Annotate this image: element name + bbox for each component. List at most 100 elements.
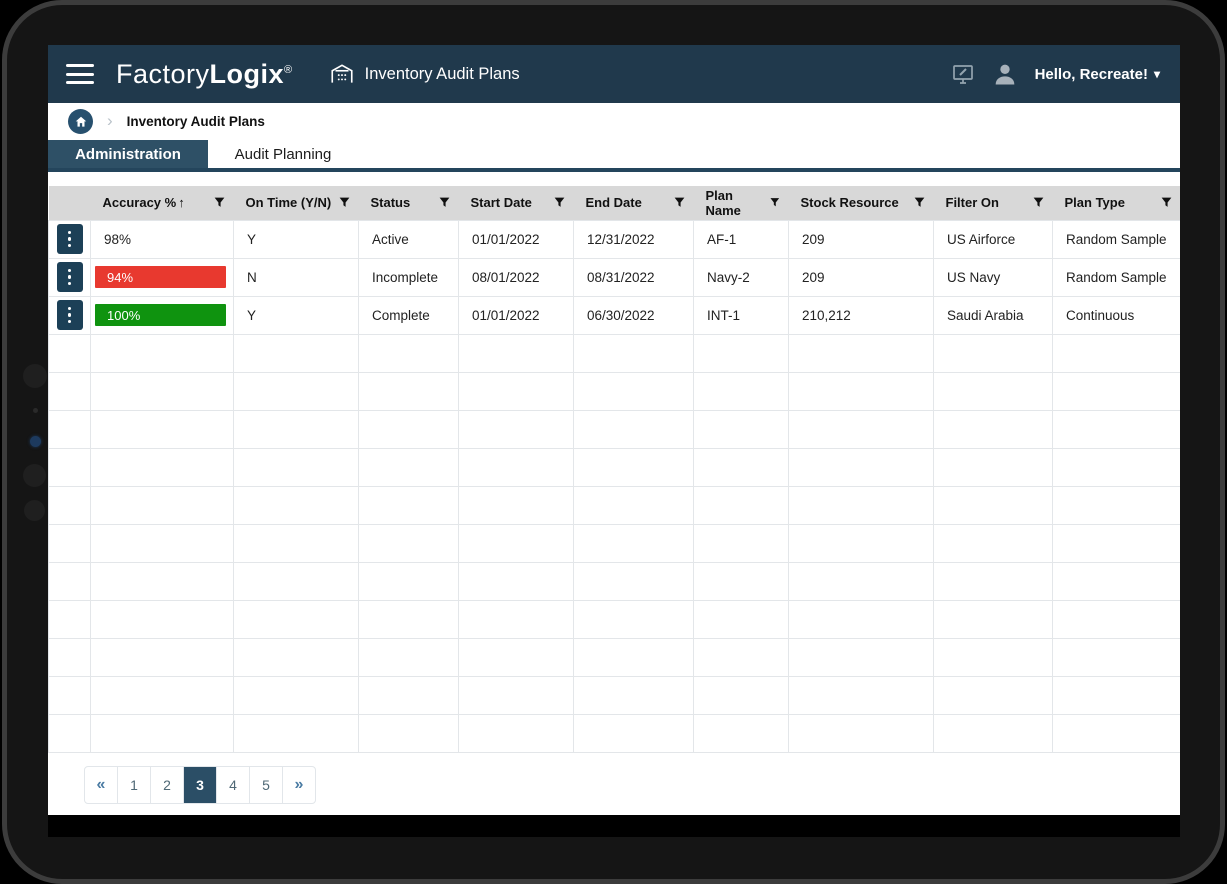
empty-cell — [1052, 485, 1180, 525]
empty-cell — [788, 561, 934, 601]
empty-cell — [933, 333, 1053, 373]
empty-cell — [573, 485, 694, 525]
empty-cell — [90, 485, 234, 525]
filter-icon[interactable] — [769, 196, 781, 209]
empty-cell — [233, 523, 359, 563]
user-avatar-icon[interactable] — [991, 60, 1019, 88]
filter-icon[interactable] — [553, 196, 566, 209]
status-cell: Incomplete — [358, 257, 459, 297]
empty-cell — [933, 447, 1053, 487]
header-filter-on[interactable]: Filter On — [933, 186, 1053, 220]
on-time-cell: N — [233, 257, 359, 297]
header-plan-name[interactable]: Plan Name — [693, 186, 789, 220]
empty-cell — [48, 523, 91, 563]
filter-icon[interactable] — [438, 196, 451, 209]
filter-icon[interactable] — [338, 196, 351, 209]
row-menu-button[interactable] — [56, 262, 83, 292]
empty-cell — [1052, 561, 1180, 601]
empty-cell — [458, 561, 574, 601]
pagination-page-1[interactable]: 1 — [117, 765, 151, 804]
empty-cell — [90, 523, 234, 563]
accuracy-cell: 94% — [90, 257, 234, 297]
filter-icon[interactable] — [913, 196, 926, 209]
bezel-sensor-dot — [23, 364, 47, 388]
empty-cell — [358, 409, 459, 449]
filter-icon[interactable] — [1160, 196, 1173, 209]
filter-icon[interactable] — [673, 196, 686, 209]
empty-cell — [358, 371, 459, 411]
empty-cell — [693, 713, 789, 753]
empty-cell — [933, 675, 1053, 715]
filter-icon[interactable] — [1032, 196, 1045, 209]
start-date-cell: 01/01/2022 — [458, 295, 574, 335]
pagination-page-4[interactable]: 4 — [216, 765, 250, 804]
empty-cell — [693, 409, 789, 449]
table-row: 98% Y Active 01/01/2022 12/31/2022 AF-1 … — [48, 219, 1180, 259]
user-menu[interactable]: Hello, Recreate! ▾ — [1035, 66, 1160, 83]
empty-cell — [1052, 713, 1180, 753]
on-time-cell: Y — [233, 219, 359, 259]
filter-on-cell: US Airforce — [933, 219, 1053, 259]
plan-type-cell: Random Sample — [1052, 219, 1180, 259]
menu-icon[interactable] — [66, 64, 94, 84]
header-actions — [48, 186, 91, 220]
empty-cell — [358, 675, 459, 715]
empty-cell — [573, 409, 694, 449]
empty-cell — [90, 333, 234, 373]
tab-audit-planning[interactable]: Audit Planning — [208, 140, 358, 168]
empty-cell — [1052, 599, 1180, 639]
pagination-page-5[interactable]: 5 — [249, 765, 283, 804]
end-date-cell: 06/30/2022 — [573, 295, 694, 335]
header-stock-resource[interactable]: Stock Resource — [788, 186, 934, 220]
empty-cell — [358, 637, 459, 677]
plan-name-cell: AF-1 — [693, 219, 789, 259]
pagination-page-3[interactable]: 3 — [183, 765, 217, 804]
end-date-cell: 08/31/2022 — [573, 257, 694, 297]
empty-cell — [788, 333, 934, 373]
header-start-date[interactable]: Start Date — [458, 186, 574, 220]
empty-cell — [1052, 637, 1180, 677]
empty-cell — [1052, 523, 1180, 563]
empty-cell — [233, 485, 359, 525]
header-end-date[interactable]: End Date — [573, 186, 694, 220]
empty-cell — [90, 371, 234, 411]
row-menu-button[interactable] — [56, 300, 83, 330]
empty-cell — [358, 485, 459, 525]
empty-cell — [233, 675, 359, 715]
header-status[interactable]: Status — [358, 186, 459, 220]
empty-cell — [933, 523, 1053, 563]
empty-cell — [458, 713, 574, 753]
empty-cell — [358, 713, 459, 753]
breadcrumb-separator: › — [107, 110, 113, 130]
empty-cell — [933, 371, 1053, 411]
screen-bottom-edge — [48, 815, 1180, 837]
empty-cell — [358, 561, 459, 601]
empty-cell — [458, 523, 574, 563]
header-accuracy[interactable]: Accuracy % ↑ — [90, 186, 234, 220]
monitor-edit-icon[interactable] — [951, 62, 975, 86]
pagination: « 1 2 3 4 5 » — [84, 765, 1180, 804]
empty-cell — [1052, 333, 1180, 373]
tab-administration[interactable]: Administration — [48, 140, 208, 168]
empty-cell — [573, 561, 694, 601]
empty-cell — [358, 447, 459, 487]
empty-table-row — [48, 523, 1180, 563]
pagination-page-2[interactable]: 2 — [150, 765, 184, 804]
tab-bar: Administration Audit Planning — [48, 140, 1180, 168]
bezel-sensor-dot — [33, 408, 38, 413]
empty-cell — [788, 637, 934, 677]
empty-cell — [573, 713, 694, 753]
empty-cell — [458, 447, 574, 487]
pagination-next-button[interactable]: » — [282, 765, 316, 804]
empty-cell — [233, 333, 359, 373]
empty-cell — [693, 333, 789, 373]
filter-icon[interactable] — [213, 196, 226, 209]
pagination-prev-button[interactable]: « — [84, 765, 118, 804]
header-plan-type[interactable]: Plan Type — [1052, 186, 1180, 220]
row-menu-button[interactable] — [56, 224, 83, 254]
empty-cell — [933, 409, 1053, 449]
header-on-time[interactable]: On Time (Y/N) — [233, 186, 359, 220]
start-date-cell: 01/01/2022 — [458, 219, 574, 259]
status-cell: Complete — [358, 295, 459, 335]
home-icon[interactable] — [68, 109, 93, 134]
